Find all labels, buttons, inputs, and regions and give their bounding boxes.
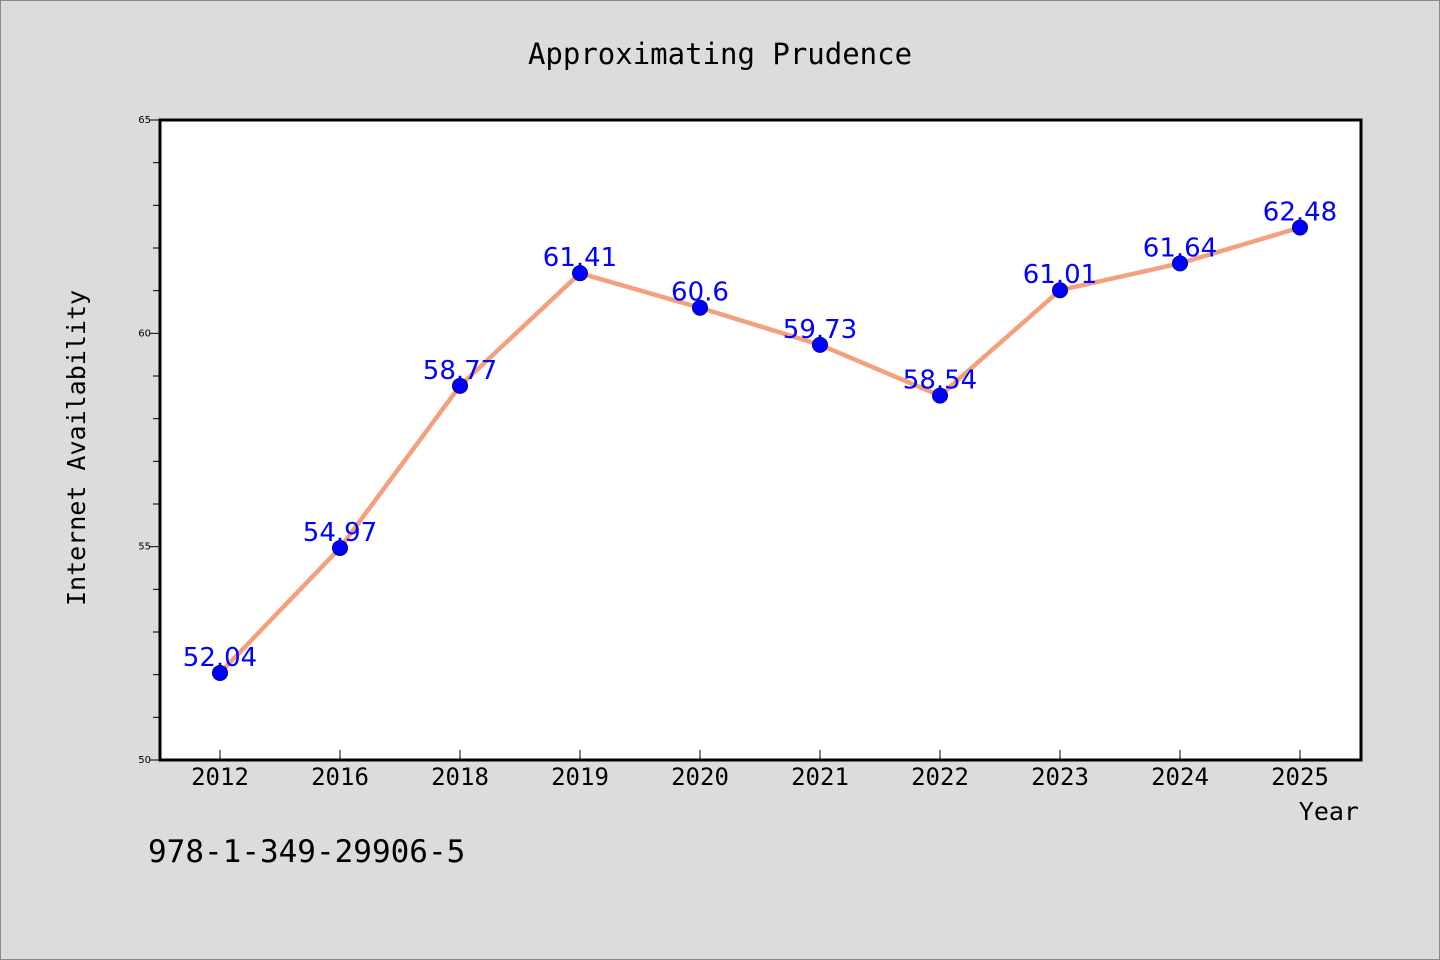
chart-title: Approximating Prudence: [528, 37, 912, 71]
data-label: 61.41: [543, 243, 617, 273]
data-point: [572, 265, 588, 282]
series-line: [217, 225, 1303, 676]
y-tick-label: 65: [138, 115, 151, 126]
x-tick-label: 2021: [791, 763, 849, 791]
isbn-footnote: 978-1-349-29906-5: [148, 834, 466, 870]
x-tick-label: 2025: [1271, 763, 1329, 791]
x-axis: 2012 2016 2018 2019 2020 2021 2022 2023 2024 2025: [191, 750, 1329, 791]
data-point: [932, 387, 948, 404]
data-label: 61.64: [1143, 233, 1217, 263]
x-tick-label: 2012: [191, 763, 249, 791]
data-labels: 52.04 54.97 58.77 61.41 60.6 59.73 58.54 61.01 6…: [183, 198, 1337, 673]
x-tick-label: 2024: [1151, 763, 1209, 791]
data-point: [812, 336, 828, 353]
data-markers: [212, 219, 1308, 681]
y-tick-label: 55: [138, 542, 151, 553]
data-label: 58.77: [423, 356, 497, 386]
x-tick-label: 2020: [671, 763, 729, 791]
data-point: [1172, 255, 1188, 272]
data-label: 58.54: [903, 366, 977, 396]
y-axis: 50 55 60 65: [138, 115, 160, 766]
data-point: [692, 299, 708, 316]
data-label: 61.01: [1023, 260, 1097, 290]
x-tick-label: 2019: [551, 763, 609, 791]
y-axis-label: Internet Availability: [62, 290, 91, 606]
data-point: [212, 664, 228, 681]
data-point: [332, 539, 348, 556]
data-label: 60.6: [671, 278, 729, 308]
data-point: [1292, 219, 1308, 236]
x-tick-label: 2018: [431, 763, 489, 791]
x-tick-label: 2022: [911, 763, 969, 791]
data-label: 52.04: [183, 643, 257, 673]
data-point: [1052, 282, 1068, 299]
y-tick-label: 50: [138, 755, 151, 766]
x-axis-label: Year: [1299, 797, 1359, 826]
data-point: [452, 377, 468, 394]
data-label: 62.48: [1263, 198, 1337, 228]
data-label: 54.97: [303, 518, 377, 548]
y-tick-label: 60: [138, 328, 151, 339]
x-tick-label: 2023: [1031, 763, 1089, 791]
plot-area: [158, 118, 1363, 762]
x-tick-label: 2016: [311, 763, 369, 791]
data-label: 59.73: [783, 315, 857, 345]
